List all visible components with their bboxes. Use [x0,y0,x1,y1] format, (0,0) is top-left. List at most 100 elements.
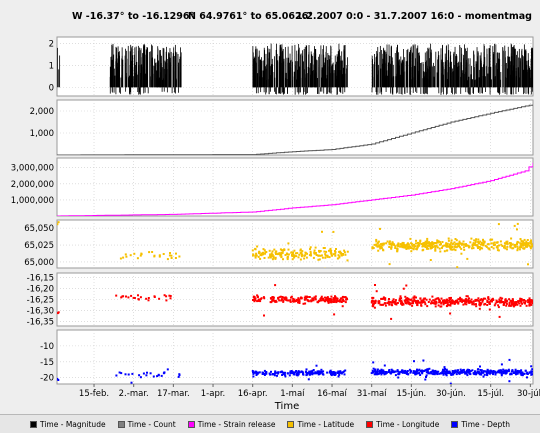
y-tick-label: 0 [49,83,54,93]
data-point [477,372,480,375]
data-point [415,242,417,245]
data-point [381,244,384,247]
data-point [262,251,264,254]
data-point [472,300,475,303]
data-point [509,304,512,307]
data-point [324,253,327,256]
data-point [465,369,468,372]
data-point [449,243,451,246]
data-point [252,254,254,257]
data-point [499,240,502,243]
data-point [147,299,150,302]
data-point [516,245,519,248]
data-point [412,370,415,373]
legend-swatch [187,420,195,428]
data-point [399,295,402,298]
data-point [457,371,460,374]
data-point [484,370,487,373]
data-point [436,246,439,249]
data-point [488,303,491,305]
data-point [401,246,404,248]
data-point [436,373,439,376]
legend-item: Time - Latitude [287,420,354,429]
data-point [270,301,273,304]
data-point [446,244,449,247]
data-point [400,245,403,248]
data-point [338,299,341,302]
data-point [308,254,311,257]
data-point [142,372,145,375]
data-point [293,249,296,252]
data-point [314,298,317,301]
data-point [442,373,445,376]
data-point [165,299,168,302]
data-point [373,370,376,373]
data-point [456,266,459,268]
y-tick-label: 2,000 [30,107,54,117]
data-point [453,248,455,251]
data-point [454,369,457,372]
data-point [281,296,284,298]
data-point [454,301,456,304]
data-point [497,306,500,309]
data-point [334,371,337,374]
data-point [481,243,484,246]
data-point [133,297,136,299]
data-point [477,297,480,300]
data-point [413,360,415,363]
data-point [424,369,427,372]
data-point [297,256,300,259]
data-point [319,250,322,252]
data-point [252,299,254,301]
data-point [415,239,417,242]
data-point [145,297,148,300]
data-point [284,375,287,378]
data-point [281,298,283,301]
data-point [412,248,415,251]
data-point [282,299,285,302]
data-point [448,299,450,302]
data-point [372,303,374,306]
y-tick-label: 2,000,000 [11,180,54,190]
data-point [431,295,434,298]
data-point [252,372,255,375]
data-point [387,300,390,303]
data-point [416,368,418,371]
data-point [430,302,432,305]
data-point [252,371,254,374]
data-point [131,372,134,375]
data-point [431,243,434,246]
data-point [295,255,298,258]
data-point [479,248,481,251]
data-point [429,243,432,246]
data-point [428,372,431,375]
data-point [153,255,156,258]
data-point [305,295,308,298]
data-point [431,246,434,248]
data-point [272,256,275,259]
data-point [510,301,513,304]
data-point [410,250,413,253]
data-point [507,368,510,371]
data-point [500,300,503,303]
data-point [460,242,462,245]
data-point [287,299,290,302]
data-point [513,301,516,304]
data-point [320,368,323,371]
data-point [310,254,312,257]
data-point [312,299,315,302]
data-point [465,372,468,375]
data-point [337,370,340,373]
data-point [488,308,491,311]
data-point [523,372,526,375]
data-point [444,370,447,373]
data-point [443,368,446,371]
data-point [275,250,278,253]
data-point [379,303,382,306]
legend-label: Time - Latitude [297,419,355,429]
data-point [448,371,451,374]
data-point [261,371,264,374]
data-point [481,299,484,302]
data-point [162,253,165,255]
data-point [330,372,333,375]
